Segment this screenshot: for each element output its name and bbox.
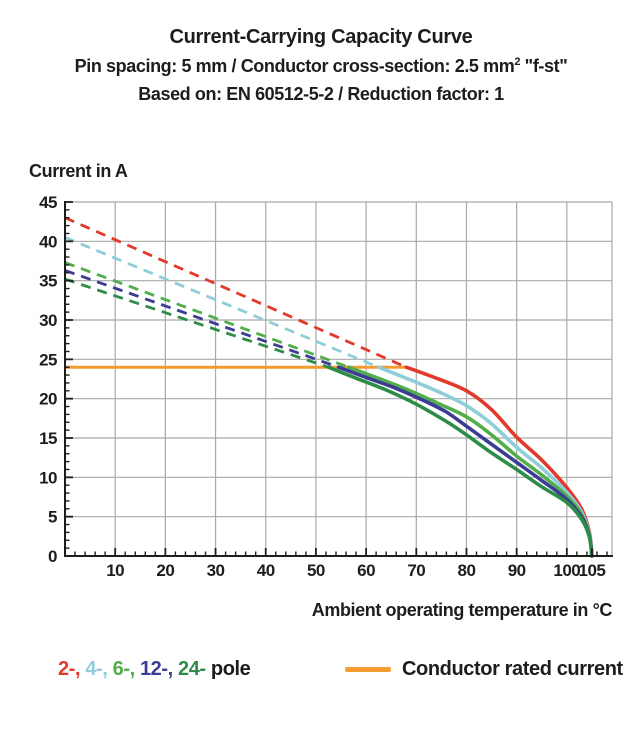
- y-tick-label: 5: [48, 508, 57, 527]
- y-tick-label: 25: [39, 350, 57, 369]
- legend-pole-item: 6-,: [112, 658, 136, 680]
- y-axis-title: Current in A: [29, 161, 128, 181]
- subtitle-pre: Pin spacing: 5 mm / Conductor cross-sect…: [74, 56, 515, 76]
- y-tick-label: 20: [39, 390, 57, 409]
- legend-pole-item: 12-,: [139, 658, 173, 680]
- x-tick-label: 10: [106, 561, 124, 580]
- series-solid-2-pole: [404, 365, 594, 558]
- subtitle-superscript: 2: [514, 56, 521, 68]
- y-tick-label: 10: [39, 468, 57, 487]
- y-tick-label: 40: [39, 232, 57, 251]
- subtitle-post: "f-st": [520, 56, 568, 76]
- x-tick-label: 70: [407, 561, 425, 580]
- x-axis-title: Ambient operating temperature in °C: [311, 600, 613, 620]
- series-solid-6-pole: [346, 365, 594, 558]
- legend-pole-item: 4-,: [85, 658, 108, 680]
- subtitle-standard: Based on: EN 60512-5-2 / Reduction facto…: [138, 84, 504, 104]
- page-title: Current-Carrying Capacity Curve: [169, 26, 473, 48]
- y-tick-label: 15: [39, 429, 57, 448]
- x-tick-label: 40: [257, 561, 275, 580]
- series-dashed-12-pole: [64, 269, 339, 369]
- rated-current-line-swatch: [345, 667, 391, 672]
- x-tick-label: 50: [307, 561, 325, 580]
- series-solid-24-pole: [326, 365, 594, 558]
- legend-pole-item: 2-,: [58, 658, 81, 680]
- x-tick-label: 90: [508, 561, 526, 580]
- legend-pole-suffix: pole: [210, 658, 251, 680]
- series-dashed-6-pole: [64, 261, 350, 369]
- rated-current-label: Conductor rated current: [402, 658, 623, 680]
- x-tick-label: 30: [207, 561, 225, 580]
- series-solid-12-pole: [336, 365, 594, 558]
- y-tick-label: 35: [39, 272, 57, 291]
- x-tick-label: 80: [458, 561, 476, 580]
- y-tick-label: 45: [39, 193, 57, 212]
- series-dashed-4-pole: [64, 236, 380, 369]
- legend-pole-item: 24-: [177, 658, 206, 680]
- x-tick-label: 100: [553, 561, 580, 580]
- y-tick-label: 30: [39, 311, 57, 330]
- x-tick-label: 60: [357, 561, 375, 580]
- y-tick-label: 0: [48, 547, 57, 566]
- pole-legend: 2-, 4-, 6-, 12-, 24- pole: [58, 658, 251, 681]
- x-tick-label: 105: [578, 561, 605, 580]
- ticks: [65, 201, 608, 556]
- rated-current-legend: Conductor rated current: [345, 658, 623, 681]
- subtitle-pin-spacing: Pin spacing: 5 mm / Conductor cross-sect…: [0, 56, 642, 77]
- x-tick-label: 20: [156, 561, 174, 580]
- series-dashed-2-pole: [64, 216, 407, 369]
- series-dashed-24-pole: [64, 277, 329, 369]
